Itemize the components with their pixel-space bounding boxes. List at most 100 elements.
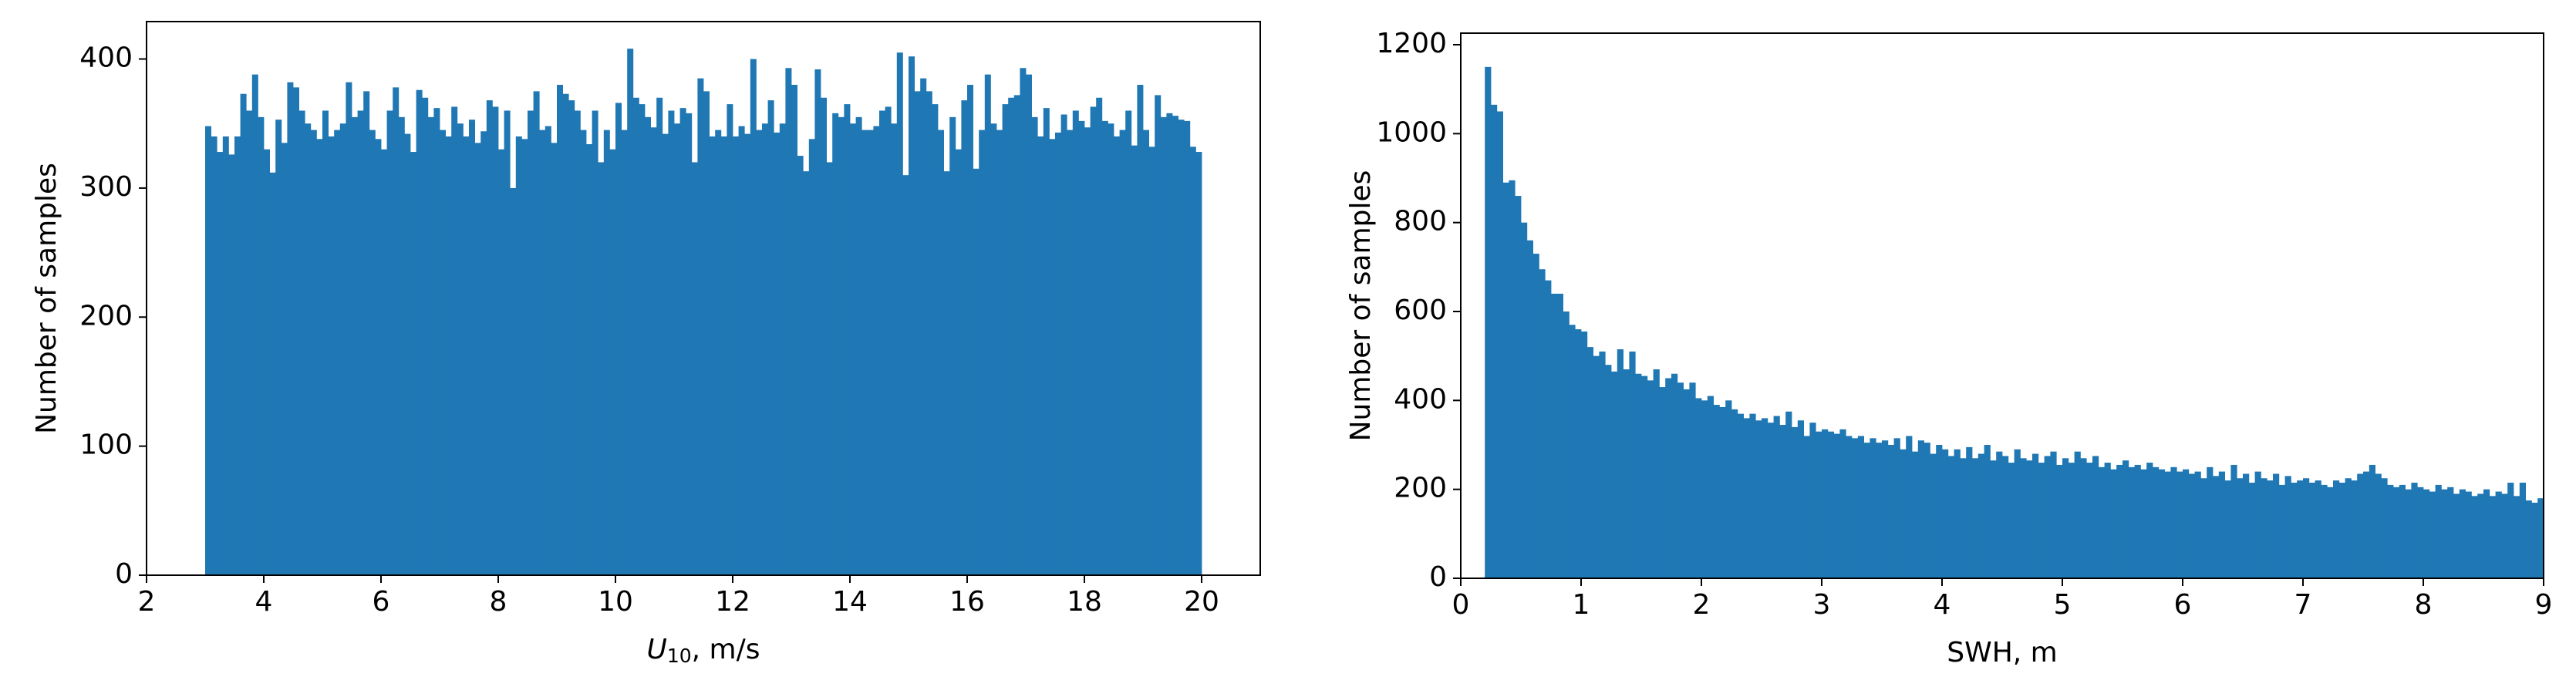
x-tick-label: 8 bbox=[490, 586, 507, 618]
bar bbox=[346, 82, 352, 576]
bar bbox=[557, 85, 563, 575]
bar bbox=[1485, 66, 1492, 578]
bar bbox=[422, 97, 429, 576]
bar bbox=[2519, 483, 2526, 578]
bar bbox=[1545, 280, 1552, 578]
bar bbox=[352, 116, 358, 575]
bar bbox=[2020, 458, 2027, 578]
bar bbox=[1635, 373, 1642, 578]
bar bbox=[926, 91, 932, 575]
bar bbox=[943, 171, 950, 575]
bar bbox=[404, 133, 411, 575]
bar bbox=[2489, 496, 2496, 578]
bar bbox=[328, 136, 335, 576]
bar bbox=[738, 126, 745, 576]
bar bbox=[463, 136, 470, 576]
bar bbox=[2086, 463, 2093, 578]
bar bbox=[334, 130, 341, 576]
x-tick-label: 20 bbox=[1184, 586, 1219, 618]
bar bbox=[457, 123, 464, 575]
bar bbox=[1701, 400, 1708, 578]
bar bbox=[322, 110, 329, 575]
y-tick-label: 0 bbox=[1429, 561, 1447, 593]
bar bbox=[1743, 418, 1750, 578]
bar bbox=[1857, 436, 1864, 578]
bar bbox=[1942, 449, 1949, 578]
bar bbox=[902, 175, 909, 575]
bar bbox=[246, 110, 253, 575]
bar bbox=[1067, 130, 1074, 576]
bar bbox=[211, 136, 217, 576]
bar bbox=[1031, 116, 1038, 575]
bar bbox=[720, 136, 727, 576]
bar bbox=[703, 91, 710, 575]
bar bbox=[1792, 426, 1799, 578]
bar bbox=[767, 100, 774, 575]
bar bbox=[445, 136, 452, 576]
bar bbox=[814, 69, 821, 575]
bar bbox=[791, 85, 797, 575]
bar bbox=[1665, 378, 1672, 578]
bar bbox=[515, 136, 522, 576]
y-tick-label: 1000 bbox=[1376, 116, 1447, 148]
bar bbox=[1556, 293, 1563, 578]
bar bbox=[2525, 500, 2532, 578]
bar bbox=[1563, 311, 1570, 578]
bar bbox=[393, 87, 400, 576]
bar bbox=[2140, 469, 2147, 578]
bar bbox=[762, 123, 768, 575]
bar bbox=[2104, 463, 2111, 578]
bar bbox=[2170, 466, 2177, 578]
bar bbox=[838, 116, 845, 575]
bar bbox=[1695, 398, 1702, 578]
bar bbox=[2381, 478, 2388, 578]
x-tick-label: 9 bbox=[2535, 589, 2553, 621]
bar bbox=[1008, 97, 1015, 576]
x-tick-label: 5 bbox=[2054, 589, 2072, 621]
bar bbox=[1809, 423, 1816, 578]
bar bbox=[984, 74, 991, 575]
bar bbox=[427, 116, 434, 575]
bar bbox=[2026, 460, 2033, 578]
bar bbox=[996, 130, 1003, 576]
bar bbox=[1575, 329, 1582, 578]
bar bbox=[1586, 347, 1593, 578]
bar bbox=[2068, 463, 2075, 578]
x-tick-label: 0 bbox=[1452, 589, 1470, 621]
bar bbox=[2176, 471, 2183, 578]
bar bbox=[920, 78, 927, 575]
bar bbox=[539, 130, 546, 576]
bar bbox=[639, 104, 646, 576]
x-tick-label: 12 bbox=[715, 586, 750, 618]
bar bbox=[2008, 463, 2015, 578]
bar bbox=[2303, 478, 2310, 578]
bar bbox=[2465, 491, 2472, 578]
bar bbox=[269, 172, 276, 575]
bar bbox=[1852, 438, 1859, 578]
bar bbox=[2423, 489, 2430, 578]
bar bbox=[645, 116, 651, 575]
y-tick-label: 200 bbox=[79, 300, 133, 332]
y-tick-label: 800 bbox=[1394, 206, 1447, 237]
bar bbox=[1160, 116, 1167, 575]
bar bbox=[2080, 458, 2087, 578]
bar bbox=[785, 68, 792, 575]
bar bbox=[2032, 453, 2039, 578]
bar bbox=[1900, 449, 1907, 578]
bar bbox=[750, 59, 757, 575]
bar bbox=[2447, 487, 2454, 578]
bar bbox=[1755, 420, 1762, 578]
bar bbox=[2062, 458, 2069, 578]
bar bbox=[1155, 95, 1162, 575]
bar bbox=[562, 93, 569, 575]
bar bbox=[1767, 423, 1774, 578]
bar bbox=[709, 136, 716, 576]
bar bbox=[2453, 493, 2460, 578]
bar bbox=[955, 149, 962, 575]
bar bbox=[1677, 382, 1684, 578]
bar bbox=[521, 139, 528, 575]
bar bbox=[1936, 444, 1943, 578]
x-tick-label: 6 bbox=[373, 586, 390, 618]
bar bbox=[228, 154, 235, 575]
bar bbox=[2188, 473, 2195, 578]
